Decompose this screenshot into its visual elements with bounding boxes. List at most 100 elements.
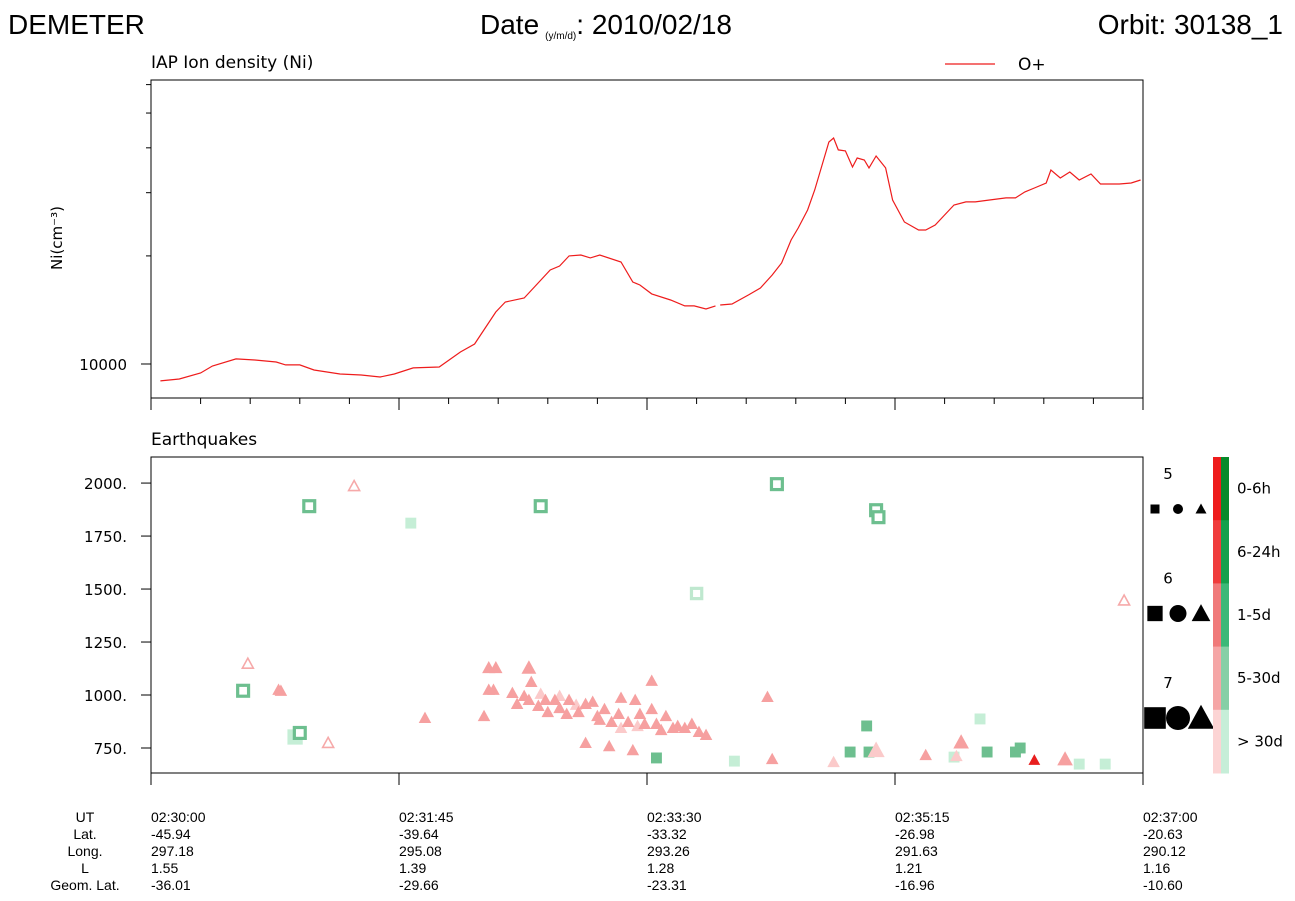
triangle-marker (521, 660, 537, 674)
colorbar-label: 1-5d (1237, 606, 1271, 624)
square-marker (861, 720, 873, 732)
triangle-marker (274, 684, 288, 696)
triangle-marker (645, 674, 658, 686)
orbit-value: 291.63 (895, 843, 938, 859)
triangle-marker (761, 690, 774, 703)
triangle-marker (699, 728, 713, 740)
ut-label: 02:31:45 (399, 809, 454, 825)
orbit-value: 1.39 (399, 860, 426, 876)
row-label: L (81, 860, 89, 876)
ut-label: 02:35:15 (895, 809, 950, 825)
colorbar-label: 6-24h (1237, 543, 1281, 561)
square-marker (769, 477, 784, 492)
triangle-marker (541, 705, 555, 718)
triangle-marker (827, 755, 840, 768)
triangle-marker (562, 693, 576, 706)
mission-name: DEMETER (8, 9, 145, 40)
panel-title: Earthquakes (151, 430, 257, 450)
triangle-marker (534, 687, 547, 699)
date-label: Date (480, 9, 539, 40)
triangle-marker (240, 656, 255, 669)
density-line (160, 136, 1141, 382)
date: Date (y/m/d): 2010/02/18 (480, 9, 732, 42)
triangle-marker (621, 715, 635, 728)
y-tick-label: 1750. (84, 528, 127, 546)
orbit-value: -33.32 (647, 826, 687, 842)
square-marker (292, 725, 307, 740)
triangle-marker (685, 717, 699, 729)
ut-label: 02:30:00 (151, 809, 206, 825)
triangle-marker (1187, 704, 1215, 729)
triangle-marker (612, 707, 625, 719)
triangle-marker (650, 717, 663, 729)
triangle-marker (560, 707, 573, 719)
colorbar-left (1213, 709, 1221, 774)
ut-label: 02:37:00 (1143, 809, 1198, 825)
y-axis-label: Ni(cm⁻³) (48, 206, 66, 270)
triangle-marker (532, 699, 545, 711)
triangle-marker (950, 749, 963, 762)
triangle-marker (638, 717, 651, 729)
orbit-value: -29.66 (399, 877, 439, 893)
triangle-marker (671, 719, 684, 732)
triangle-marker (510, 697, 524, 710)
colorbar-left (1213, 457, 1221, 521)
triangle-marker (598, 702, 611, 715)
square-marker (1099, 758, 1111, 770)
colorbar-left (1213, 583, 1221, 648)
y-tick-label: 1000. (84, 687, 127, 705)
triangle-marker (593, 713, 607, 725)
orbit-value: 290.12 (1143, 843, 1186, 859)
orbit-value: 1.21 (895, 860, 922, 876)
triangle-marker (692, 725, 706, 738)
colorbar-left (1213, 646, 1221, 711)
square-marker (981, 746, 993, 758)
triangle-marker (506, 686, 519, 699)
orbit-value: 297.18 (151, 843, 194, 859)
row-label: UT (76, 809, 95, 825)
orbit-value: -39.64 (399, 826, 439, 842)
orbit-value: 1.16 (1143, 860, 1170, 876)
y-tick-label: 10000 (79, 356, 127, 374)
triangle-marker (1117, 593, 1131, 606)
orbit-value: 1.28 (647, 860, 674, 876)
triangle-marker (614, 691, 628, 703)
date-value: : 2010/02/18 (576, 9, 732, 40)
colorbar-left (1213, 520, 1221, 584)
orbit-value: -26.98 (895, 826, 935, 842)
legend-label: O+ (1018, 55, 1046, 75)
triangle-marker (1195, 503, 1207, 514)
date-format: (y/m/d) (545, 31, 576, 42)
colorbar-right (1221, 520, 1229, 584)
triangle-marker (321, 735, 335, 749)
square-marker (871, 510, 886, 525)
magnitude-label: 5 (1163, 465, 1173, 483)
square-marker (844, 746, 856, 758)
triangle-marker (953, 734, 969, 749)
circle-marker (1169, 605, 1187, 622)
colorbar-label: > 30d (1237, 732, 1283, 750)
square-marker (405, 517, 417, 529)
triangle-marker (579, 736, 592, 749)
triangle-marker (1191, 604, 1211, 622)
square-marker (1150, 504, 1160, 514)
orbit-value: 293.26 (647, 843, 690, 859)
triangle-marker (1028, 754, 1041, 765)
square-marker (533, 499, 548, 514)
triangle-marker (628, 693, 642, 706)
y-tick-label: 1500. (84, 581, 127, 599)
square-marker (863, 746, 875, 758)
triangle-marker (659, 709, 673, 722)
panel-title: IAP Ion density (Ni) (151, 53, 313, 73)
orbit-value: -36.01 (151, 877, 191, 893)
square-marker (651, 752, 662, 764)
triangle-marker (602, 739, 616, 752)
magnitude-label: 7 (1163, 674, 1173, 692)
y-tick-label: 2000. (84, 475, 127, 493)
square-marker (974, 713, 986, 725)
square-marker (302, 499, 317, 514)
triangle-marker (645, 702, 658, 715)
ion-frame (150, 79, 1144, 399)
triangle-marker (347, 478, 361, 492)
colorbar-label: 0-6h (1237, 480, 1271, 498)
